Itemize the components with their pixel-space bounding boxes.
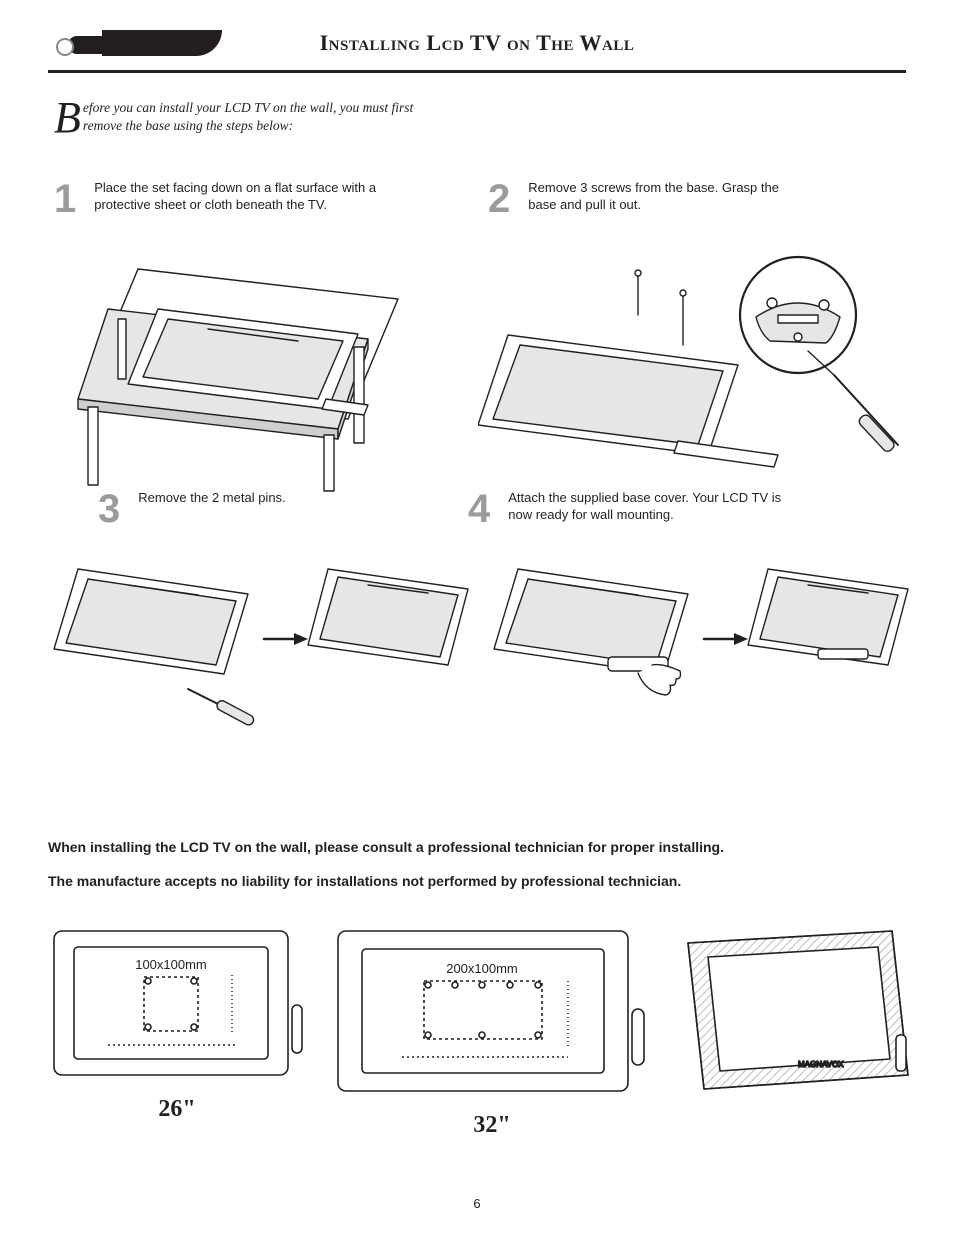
mount-26: 100x100mm 26"	[48, 925, 306, 1123]
header-rule	[48, 70, 906, 73]
intro-dropcap: B	[54, 99, 83, 135]
step-2: 2 Remove 3 screws from the base. Grasp t…	[488, 179, 808, 219]
step-1-number: 1	[54, 179, 76, 219]
step-4: 4 Attach the supplied base cover. Your L…	[468, 489, 808, 529]
steps-region: 1 Place the set facing down on a flat su…	[48, 179, 906, 799]
mount-32: 200x100mm 32"	[332, 925, 652, 1139]
mount-26-icon: 100x100mm	[48, 925, 306, 1085]
warning-2: The manufacture accepts no liability for…	[48, 873, 906, 889]
warning-1: When installing the LCD TV on the wall, …	[48, 839, 906, 855]
intro-text: efore you can install your LCD TV on the…	[83, 100, 413, 133]
step-2-text: Remove 3 screws from the base. Grasp the…	[528, 179, 808, 213]
step-2-number: 2	[488, 179, 510, 219]
mount-perspective: MAGNAVOX	[678, 925, 916, 1100]
page-number: 6	[0, 1196, 954, 1211]
step-1-illustration	[68, 239, 428, 499]
header-bar: Installing Lcd TV on The Wall	[48, 30, 906, 66]
mount-perspective-icon: MAGNAVOX	[678, 925, 916, 1095]
mount-diagrams: 100x100mm 26" 200x100mm 32"	[48, 925, 906, 1139]
mount-26-size: 26"	[48, 1096, 306, 1123]
step-4-number: 4	[468, 489, 490, 529]
header-tab-icon	[102, 30, 222, 56]
step-1: 1 Place the set facing down on a flat su…	[54, 179, 384, 219]
warnings-block: When installing the LCD TV on the wall, …	[48, 839, 906, 889]
svg-text:MAGNAVOX: MAGNAVOX	[798, 1060, 844, 1069]
mount-32-icon: 200x100mm	[332, 925, 652, 1101]
header-bullet-icon	[68, 36, 102, 54]
mount-32-size: 32"	[332, 1112, 652, 1139]
step-4-illustration	[488, 539, 918, 739]
intro-block: B efore you can install your LCD TV on t…	[54, 99, 434, 135]
vesa-26-label: 100x100mm	[135, 957, 207, 972]
vesa-32-label: 200x100mm	[446, 961, 518, 976]
step-2-illustration	[478, 255, 908, 485]
step-3-illustration	[48, 539, 478, 739]
step-1-text: Place the set facing down on a flat surf…	[94, 179, 384, 213]
step-4-text: Attach the supplied base cover. Your LCD…	[508, 489, 808, 523]
